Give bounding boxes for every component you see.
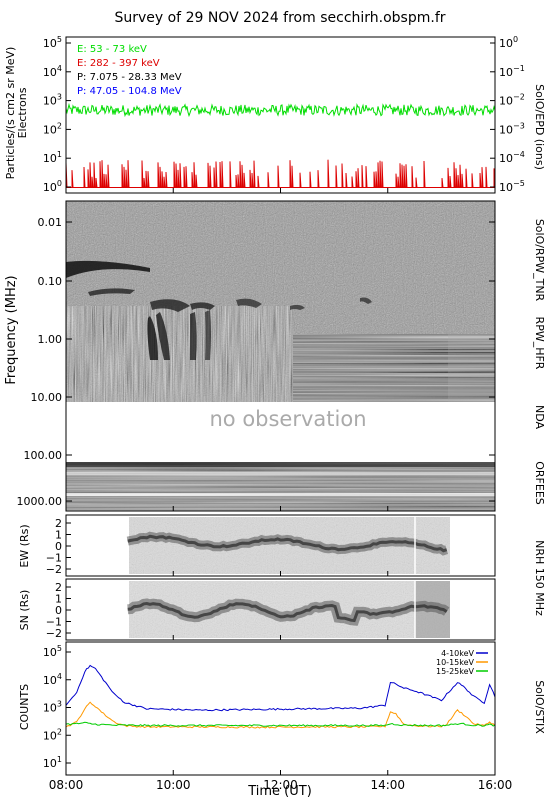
epd-ylabel: Particles/(s cm2 sr MeV): [4, 47, 17, 180]
epd-series-electrons-high: [66, 159, 495, 188]
radio-spectrum-panel: no observation 0.01 0.10 1.00 10.00 100.00 10…: [4, 200, 546, 512]
epd-right-tick-label: 10−1: [499, 64, 525, 79]
stix-tick-label: 104: [43, 672, 62, 687]
time-tick-label: 14:00: [370, 778, 405, 792]
epd-legend-item: E: 282 - 397 keV: [77, 58, 160, 69]
nda-gap: [66, 402, 495, 462]
nrh-sn-panel: 210−1−2 SN (Rs): [18, 578, 496, 641]
time-tick-label: 16:00: [478, 778, 513, 792]
stix-tick-label: 102: [43, 727, 62, 742]
stix-tick-label: 105: [43, 644, 62, 659]
epd-tick-label: 103: [43, 93, 62, 108]
nrh-tick-label: −2: [46, 563, 62, 576]
nrh-ew-panel: 210−1−2 EW (Rs): [18, 514, 496, 577]
nrh-tick-label: −1: [46, 616, 62, 629]
radio-ylabel: Frequency (MHz): [4, 275, 19, 384]
epd-tick-label: 105: [43, 35, 62, 50]
nrh-tick-label: 2: [55, 581, 62, 594]
nrh-tick-label: 1: [55, 529, 62, 542]
epd-tick-label: 102: [43, 121, 62, 136]
epd-right-tick-label: 10−2: [499, 93, 525, 108]
radio-tick-label: 1.00: [38, 333, 63, 346]
stix-series-4-10keV: [66, 664, 495, 712]
radio-tick-label: 0.10: [38, 275, 63, 288]
radio-label-orfees: ORFEES: [533, 461, 546, 505]
radio-label-hfr: RPW_HFR: [533, 317, 546, 370]
time-tick-label: 10:00: [156, 778, 191, 792]
nrh-tick-label: 1: [55, 593, 62, 606]
radio-tick-label: 1000.00: [17, 495, 63, 508]
epd-tick-label: 104: [43, 64, 62, 79]
stix-series-15-25keV: [66, 721, 495, 727]
radio-label-nda: NDA: [533, 405, 546, 430]
epd-legend-item: P: 7.075 - 28.33 MeV: [77, 72, 182, 83]
epd-right-tick-label: 100: [499, 35, 518, 50]
no-observation-label: no observation: [209, 407, 366, 431]
nrh-tick-label: −2: [46, 627, 62, 640]
stix-legend-label: 4-10keV: [441, 649, 474, 658]
epd-ylabel-electrons: Electrons: [16, 87, 29, 138]
epd-legend-item: E: 53 - 73 keV: [77, 44, 147, 55]
ew-ylabel: EW (Rs): [18, 524, 31, 567]
epd-right-tick-label: 10−5: [499, 179, 525, 194]
tnr-spectrogram: [66, 201, 495, 402]
nrh-label: NRH 150 MHz: [533, 540, 546, 616]
stix-legend-label: 10-15keV: [436, 658, 475, 667]
sn-ylabel: SN (Rs): [18, 590, 31, 631]
stix-ylabel: COUNTS: [18, 684, 31, 730]
epd-panel: E: 53 - 73 keV E: 282 - 397 keV P: 7.075 -…: [4, 35, 546, 194]
stix-legend-label: 15-25keV: [436, 667, 475, 676]
radio-tick-label: 10.00: [31, 391, 63, 404]
epd-legend-item: P: 47.05 - 104.8 MeV: [77, 86, 182, 97]
time-axis-label: Time (UT): [247, 784, 312, 799]
radio-tick-label: 100.00: [24, 449, 63, 462]
time-tick-label: 08:00: [49, 778, 84, 792]
epd-right-tick-label: 10−4: [499, 150, 525, 165]
epd-right-tick-label: 10−3: [499, 121, 525, 136]
nrh-tick-label: 0: [55, 540, 62, 553]
time-tick-label: 12:00: [263, 778, 298, 792]
radio-tick-label: 0.01: [38, 216, 63, 229]
epd-ylabel-right: SolO/EPD (ions): [533, 84, 546, 170]
stix-tick-label: 103: [43, 700, 62, 715]
nrh-tick-label: 2: [55, 517, 62, 530]
figure-title: Survey of 29 NOV 2024 from secchirh.obsp…: [114, 10, 445, 26]
stix-ylabel-right: SolO/STIX: [533, 680, 546, 734]
nrh-tick-label: 0: [55, 604, 62, 617]
epd-tick-label: 100: [43, 179, 62, 194]
nrh-tick-label: −1: [46, 552, 62, 565]
epd-series-electrons-low: [66, 102, 495, 118]
orfees-spectrogram: [66, 462, 495, 511]
epd-tick-label: 101: [43, 150, 62, 165]
stix-tick-label: 101: [43, 755, 62, 770]
radio-label-tnr: SolO/RPW_TNR: [533, 219, 546, 302]
